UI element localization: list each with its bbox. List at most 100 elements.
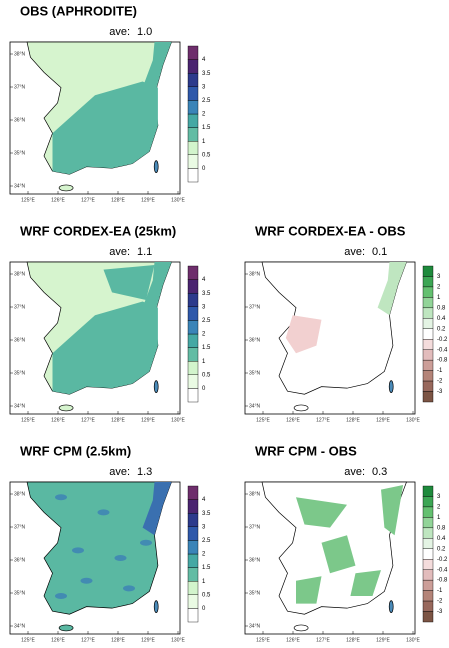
ave-label: ave: <box>109 466 130 478</box>
colorbar-label: -2 <box>437 379 443 385</box>
lon-label: 125°E <box>21 417 35 423</box>
ave-value: 0.3 <box>372 466 387 478</box>
colorbar-box <box>187 388 199 403</box>
colorbar-label: -0.4 <box>437 347 448 353</box>
ave-value: 1.1 <box>137 246 152 258</box>
colorbar-label: 1 <box>202 359 206 365</box>
colorbar-box <box>422 307 434 319</box>
colorbar-label: 0.8 <box>437 305 446 311</box>
colorbar-label: 3.5 <box>202 511 211 517</box>
colorbar-box <box>422 349 434 361</box>
ave-label: ave: <box>109 26 130 38</box>
colorbar-label: 3 <box>202 304 206 310</box>
lat-label: 38°N <box>14 491 26 497</box>
panel: WRF CORDEX-EA (25km) ave: 1.1 38°N 37°N 36°N 3… <box>9 223 211 423</box>
lat-label: 38°N <box>249 491 261 497</box>
island <box>153 160 159 173</box>
lon-label: 126°E <box>51 197 65 203</box>
lon-label: 127°E <box>316 417 330 423</box>
lon-label: 127°E <box>81 417 95 423</box>
colorbar-label: 0.8 <box>437 525 446 531</box>
colorbar-box <box>187 45 199 60</box>
colorbar-box <box>422 297 434 309</box>
lat-label: 36°N <box>14 337 26 343</box>
lon-label: 125°E <box>256 417 270 423</box>
panel-title: WRF CPM (2.5km) <box>20 443 131 458</box>
precip-spot <box>72 547 84 554</box>
lat-label: 37°N <box>249 524 261 530</box>
colorbar-label: 3 <box>202 524 206 530</box>
lon-label: 128°E <box>111 637 125 643</box>
diff-region <box>381 485 404 536</box>
ave-label: ave: <box>344 466 365 478</box>
colorbar-box <box>422 527 434 539</box>
colorbar-label: -0.2 <box>437 337 448 343</box>
colorbar-box <box>187 347 199 362</box>
lon-label: 126°E <box>286 417 300 423</box>
lat-label: 34°N <box>14 403 26 409</box>
colorbar-box <box>422 276 434 288</box>
diff-region <box>321 535 356 574</box>
colorbar-box <box>187 293 199 308</box>
lon-label: 127°E <box>81 637 95 643</box>
lat-label: 34°N <box>14 183 26 189</box>
lat-label: 34°N <box>14 623 26 629</box>
diff-region <box>296 497 347 528</box>
precip-spot <box>123 585 135 592</box>
colorbar-box <box>187 100 199 115</box>
colorbar-label: -0.8 <box>437 358 448 364</box>
colorbar-label: 2 <box>202 332 206 338</box>
ave-label: ave: <box>344 246 365 258</box>
colorbar-box <box>187 265 199 280</box>
precip-region <box>103 265 155 300</box>
lat-label: 37°N <box>14 304 26 310</box>
island <box>58 184 74 192</box>
colorbar-label: -1 <box>437 368 443 374</box>
precip-spot <box>97 509 110 516</box>
lat-label: 35°N <box>14 150 26 156</box>
colorbar-box <box>187 374 199 389</box>
colorbar-box <box>187 567 199 582</box>
colorbar-label: 0.2 <box>437 546 446 552</box>
colorbar-label: 1 <box>202 579 206 585</box>
island <box>58 404 74 412</box>
precip-region <box>52 81 158 175</box>
colorbar-box <box>187 499 199 514</box>
colorbar-label: 1.5 <box>202 345 211 351</box>
colorbar-label: 2.5 <box>202 538 211 544</box>
colorbar-box <box>187 608 199 623</box>
lat-label: 36°N <box>14 117 26 123</box>
colorbar-label: 2 <box>437 505 441 511</box>
colorbar-label: 0.2 <box>437 326 446 332</box>
lon-label: 129°E <box>376 637 390 643</box>
colorbar-label: 0.5 <box>202 372 211 378</box>
island <box>153 380 159 393</box>
lon-label: 125°E <box>21 197 35 203</box>
lat-label: 35°N <box>14 370 26 376</box>
colorbar-box <box>422 339 434 350</box>
colorbar-label: -3 <box>437 389 443 395</box>
colorbar-box <box>422 590 434 602</box>
precip-spot <box>55 494 67 501</box>
colorbar-box <box>422 485 434 497</box>
panel-title: WRF CORDEX-EA - OBS <box>255 223 406 238</box>
colorbar-label: -0.8 <box>437 578 448 584</box>
precip-region <box>52 301 158 395</box>
colorbar-box <box>187 59 199 74</box>
ave-label: ave: <box>109 246 130 258</box>
panel-title: OBS (APHRODITE) <box>20 3 137 18</box>
colorbar-box <box>422 318 434 329</box>
lon-label: 126°E <box>51 417 65 423</box>
colorbar-box <box>187 485 199 500</box>
panel: WRF CPM (2.5km)ave: 1.338°N37°N36°N35°N34… <box>9 443 211 643</box>
colorbar-label: 2 <box>202 552 206 558</box>
colorbar-box <box>187 154 199 169</box>
colorbar-label: 2 <box>202 112 206 118</box>
colorbar-label: 0.4 <box>437 316 446 322</box>
colorbar-label: 1 <box>202 139 206 145</box>
colorbar-label: 3 <box>437 274 441 280</box>
colorbar-box <box>187 581 199 596</box>
colorbar-box <box>187 320 199 335</box>
lon-label: 125°E <box>256 637 270 643</box>
colorbar-label: 2.5 <box>202 98 211 104</box>
